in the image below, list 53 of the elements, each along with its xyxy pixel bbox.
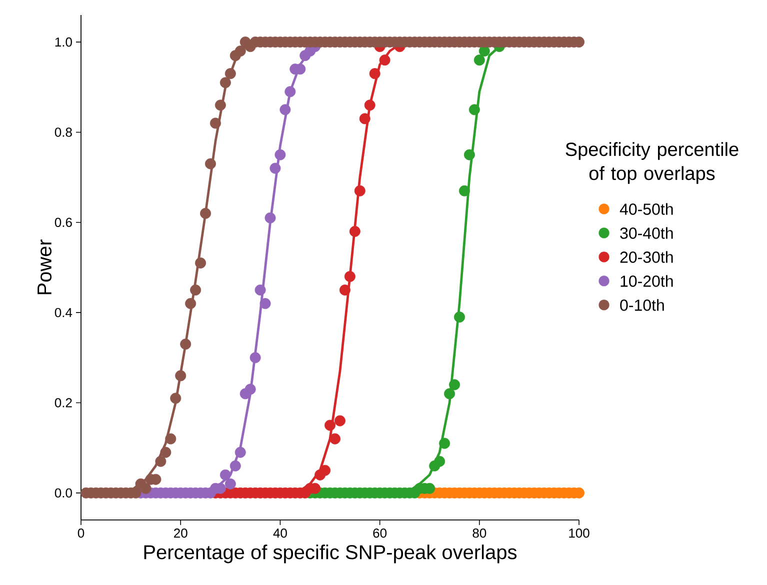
point bbox=[264, 212, 276, 224]
legend-label: 40-50th bbox=[620, 203, 673, 215]
y-axis-title: Power bbox=[38, 239, 52, 294]
y-tick-label: 0.0 bbox=[54, 488, 72, 498]
y-tick-label: 0.8 bbox=[54, 128, 72, 137]
point bbox=[250, 352, 261, 364]
point bbox=[254, 284, 266, 296]
point bbox=[224, 478, 236, 490]
point bbox=[339, 284, 350, 296]
point bbox=[474, 54, 485, 66]
point bbox=[458, 185, 470, 196]
x-tick-label: 0 bbox=[78, 528, 84, 538]
point bbox=[369, 68, 380, 80]
legend-label: 10-20th bbox=[620, 275, 673, 287]
x-tick-label: 40 bbox=[273, 528, 287, 538]
point bbox=[344, 271, 356, 282]
x-tick-label: 60 bbox=[373, 528, 387, 538]
point bbox=[449, 379, 460, 390]
point bbox=[220, 469, 231, 480]
point bbox=[439, 438, 450, 449]
legend-label: 20-30th bbox=[620, 251, 673, 263]
point bbox=[468, 104, 480, 116]
point bbox=[324, 420, 336, 431]
point bbox=[359, 113, 370, 124]
y-tick-label: 0.6 bbox=[54, 218, 72, 227]
point bbox=[244, 384, 256, 395]
point bbox=[234, 446, 246, 458]
point bbox=[354, 185, 366, 196]
x-tick-label: 80 bbox=[472, 528, 486, 538]
point bbox=[280, 104, 291, 116]
legend-title: Specificity percentile of top overlaps bbox=[566, 142, 738, 184]
point bbox=[444, 388, 456, 400]
x-tick-label: 100 bbox=[569, 528, 590, 538]
point bbox=[284, 86, 296, 98]
point bbox=[230, 460, 241, 472]
y-tick-label: 0.2 bbox=[54, 398, 72, 408]
point bbox=[274, 149, 286, 160]
point bbox=[434, 456, 446, 467]
y-tick-label: 1.0 bbox=[55, 37, 72, 47]
point bbox=[329, 433, 340, 444]
point bbox=[270, 162, 281, 174]
point bbox=[379, 54, 390, 66]
legend-label: 30-40th bbox=[620, 227, 673, 239]
y-tick-label: 0.4 bbox=[54, 308, 72, 318]
point bbox=[454, 312, 465, 323]
point bbox=[334, 415, 346, 426]
legend-label: 0-10th bbox=[620, 299, 664, 311]
x-tick-label: 20 bbox=[174, 528, 188, 538]
point bbox=[364, 100, 376, 111]
x-axis-title: Percentage of specific SNP-peak overlaps bbox=[144, 544, 517, 564]
point bbox=[260, 298, 271, 310]
point bbox=[349, 226, 360, 237]
point bbox=[464, 149, 475, 160]
